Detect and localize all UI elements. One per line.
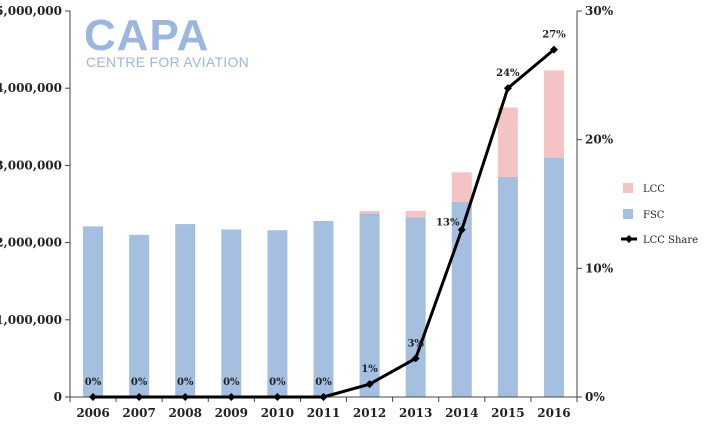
y-left-tick-label: 1,000,000 — [0, 313, 62, 327]
lcc-share-point-2010 — [273, 393, 282, 401]
lcc-share-label-2009: 0% — [223, 377, 240, 388]
bar-lcc-2016 — [543, 70, 564, 158]
lcc-share-label-2010: 0% — [269, 377, 286, 388]
axes-layer: 0 1,000,000 2,000,000 3,000,000 4,000,000 5,0… — [0, 4, 614, 420]
legend-swatch-marker — [625, 235, 633, 243]
lcc-share-point-2012 — [365, 380, 374, 389]
x-tick-label-2007: 2007 — [122, 406, 155, 420]
x-tick-label-2010: 2010 — [261, 406, 294, 420]
legend-label-lcc-share: LCC Share — [643, 235, 698, 246]
x-tick-label-2016: 2016 — [537, 406, 570, 420]
lcc-share-point-2016 — [549, 45, 558, 54]
lcc-share-point-2014 — [457, 225, 466, 234]
y-right-tick-label: 0% — [585, 390, 605, 404]
lcc-share-point-2006 — [89, 393, 98, 401]
lcc-share-point-2011 — [319, 393, 328, 401]
bar-fsc-2013 — [405, 217, 426, 397]
bar-lcc-2014 — [451, 172, 472, 202]
lcc-share-label-2007: 0% — [131, 377, 148, 388]
lcc-share-label-2016: 27% — [542, 30, 566, 41]
bar-lcc-2013 — [405, 210, 426, 218]
bar-lcc-2012 — [359, 210, 380, 214]
lcc-share-point-2008 — [181, 393, 190, 401]
x-tick-label-2013: 2013 — [399, 406, 432, 420]
bar-fsc-2015 — [497, 176, 518, 397]
bars-layer — [83, 70, 564, 397]
lcc-share-label-2014: 13% — [436, 218, 460, 229]
lcc-share-point-2015 — [503, 84, 512, 93]
x-tick-label-2014: 2014 — [445, 406, 478, 420]
lcc-share-label-2008: 0% — [177, 377, 194, 388]
bar-fsc-2007 — [129, 234, 150, 397]
lcc-share-point-2013 — [411, 354, 420, 363]
x-tick-label-2012: 2012 — [353, 406, 386, 420]
legend-swatch-lcc — [623, 183, 633, 193]
lcc-share-label-2015: 24% — [496, 68, 520, 79]
y-left-tick-label: 0 — [54, 390, 62, 404]
y-right-tick-label: 20% — [585, 133, 614, 147]
x-tick-label-2011: 2011 — [307, 406, 340, 420]
lcc-share-label-2013: 3% — [407, 338, 424, 349]
y-right-tick-label: 10% — [585, 261, 614, 275]
legend-label-lcc: LCC — [643, 184, 665, 195]
bar-fsc-2010 — [267, 230, 288, 397]
x-tick-label-2009: 2009 — [215, 406, 248, 420]
y-right-tick-label: 30% — [585, 4, 614, 18]
legend: LCC FSC LCC Share — [621, 183, 698, 246]
lcc-share-point-2007 — [135, 393, 144, 401]
share-line-layer — [89, 45, 558, 401]
lcc-share-label-2011: 0% — [315, 377, 332, 388]
logo-tagline: CENTRE FOR AVIATION — [86, 54, 249, 70]
bar-fsc-2011 — [313, 220, 334, 397]
bar-fsc-2014 — [451, 201, 472, 397]
data-labels-layer: 0% 0% 0% 0% 0% 0% 1% 3% 13% 24% 27% — [85, 30, 566, 388]
x-tick-label-2008: 2008 — [169, 406, 202, 420]
x-tick-label-2006: 2006 — [76, 406, 109, 420]
legend-swatch-fsc — [623, 209, 633, 219]
lcc-share-point-2009 — [227, 393, 236, 401]
capa-logo: CAPA CENTRE FOR AVIATION — [84, 11, 249, 70]
y-left-tick-label: 4,000,000 — [0, 81, 62, 95]
bar-fsc-2012 — [359, 213, 380, 397]
bar-fsc-2009 — [221, 229, 242, 397]
bar-fsc-2008 — [175, 224, 196, 397]
logo-name: CAPA — [84, 11, 209, 60]
lcc-share-label-2012: 1% — [361, 364, 378, 375]
y-left-tick-label: 3,000,000 — [0, 158, 62, 172]
lcc-share-label-2006: 0% — [85, 377, 102, 388]
bar-fsc-2006 — [83, 226, 104, 397]
legend-label-fsc: FSC — [643, 210, 665, 221]
y-left-tick-label: 2,000,000 — [0, 236, 62, 250]
bar-fsc-2016 — [543, 157, 564, 397]
x-tick-label-2015: 2015 — [491, 406, 524, 420]
bar-lcc-2015 — [497, 107, 518, 177]
y-left-tick-label: 5,000,000 — [0, 4, 62, 18]
